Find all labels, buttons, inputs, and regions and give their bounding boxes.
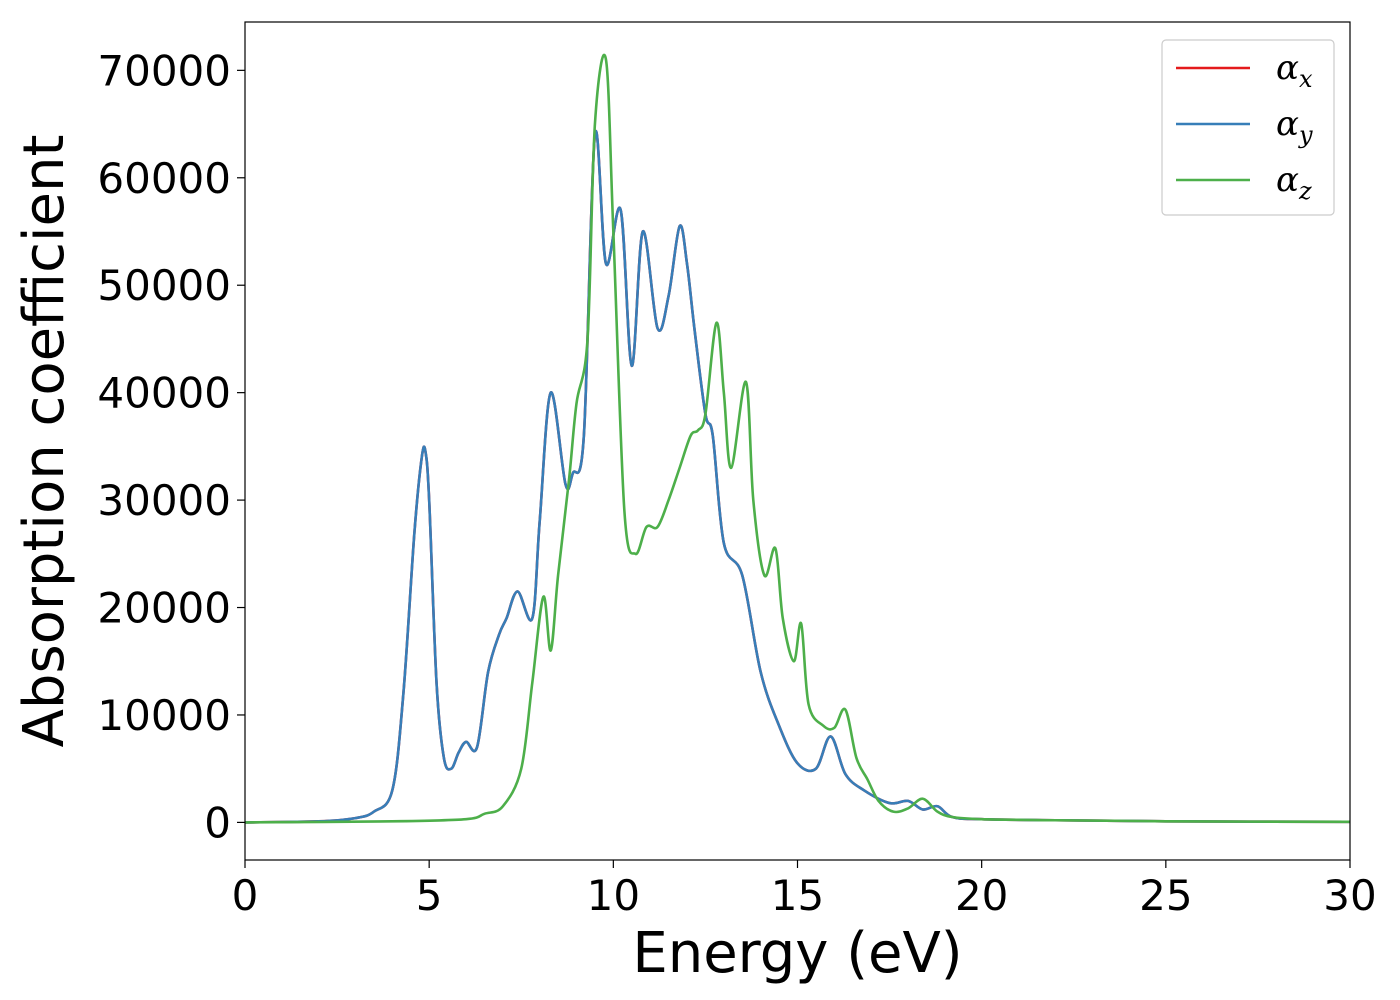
legend-box — [1161, 39, 1335, 216]
x-tick-label: 30 — [1323, 871, 1376, 920]
x-tick-label: 0 — [232, 871, 259, 920]
legend-label: αx — [1276, 48, 1313, 93]
x-tick-label: 20 — [955, 871, 1008, 920]
y-tick-label: 30000 — [97, 476, 231, 525]
x-axis-label: Energy (eV) — [632, 921, 962, 986]
y-ticks: 0 10000 20000 30000 40000 50000 60000 70000 — [97, 46, 245, 847]
legend-label: αz — [1276, 160, 1312, 205]
y-tick-label: 10000 — [97, 691, 231, 740]
y-tick-label: 60000 — [97, 154, 231, 203]
x-tick-label: 5 — [416, 871, 443, 920]
y-tick-label: 20000 — [97, 584, 231, 633]
y-tick-label: 70000 — [97, 46, 231, 95]
series-layer — [244, 53, 1351, 824]
y-tick-label: 40000 — [97, 369, 231, 418]
series-line-y — [244, 129, 1351, 824]
y-tick-label: 50000 — [97, 261, 231, 310]
y-axis-label: Absorption coefficient — [12, 135, 77, 748]
x-tick-label: 25 — [1139, 871, 1192, 920]
x-ticks: 0 5 10 15 20 25 30 — [232, 860, 1377, 920]
legend: αx αy αz — [1161, 39, 1335, 216]
x-tick-label: 10 — [587, 871, 640, 920]
series-line-z — [244, 53, 1351, 824]
y-tick-label: 0 — [204, 798, 231, 847]
series-line-x — [244, 129, 1351, 824]
legend-label: αy — [1276, 104, 1313, 149]
x-tick-label: 15 — [771, 871, 824, 920]
